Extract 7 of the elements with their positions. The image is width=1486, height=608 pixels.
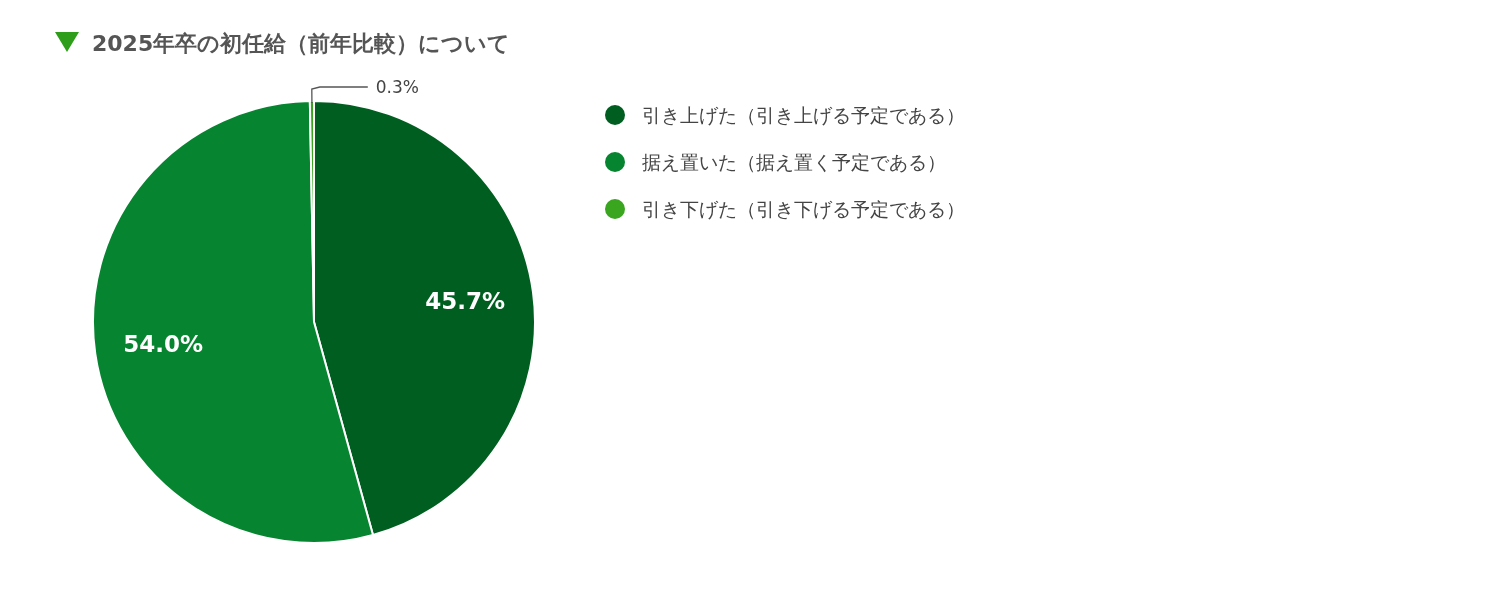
data-label: 0.3%: [375, 77, 420, 98]
data-label: 54.0%: [123, 330, 203, 357]
legend-label: 据え置いた（据え置く予定である）: [642, 151, 946, 173]
chart-title: 2025年卒の初任給（前年比較）について: [92, 31, 511, 56]
data-label: 45.7%: [425, 288, 505, 315]
legend-label: 引き下げた（引き下げる予定である）: [642, 198, 965, 220]
legend-label: 引き上げた（引き上げる予定である）: [642, 104, 965, 126]
